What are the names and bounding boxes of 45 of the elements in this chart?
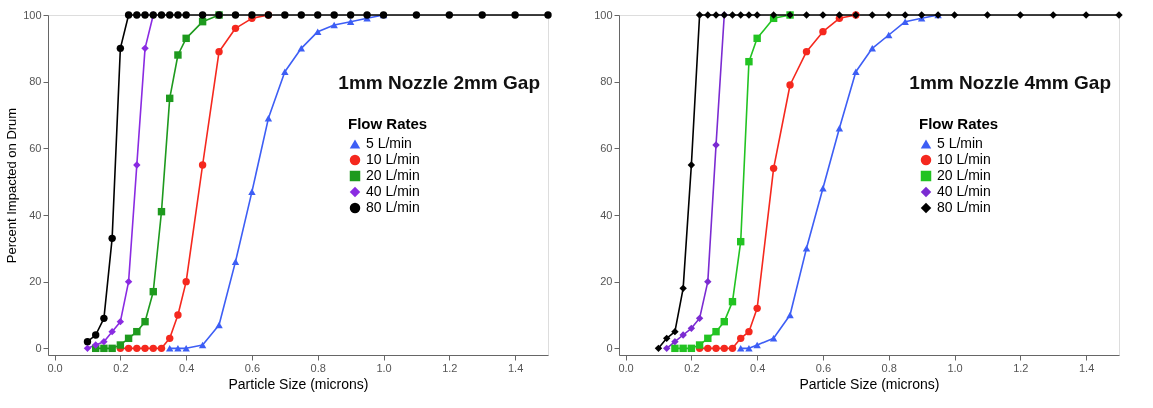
x-tick-label: 1.4 xyxy=(1078,361,1095,374)
legend-title: Flow Rates xyxy=(348,115,428,132)
text: 1mm Nozzle 4mm Gap xyxy=(909,72,1111,93)
y-tick-label: 20 xyxy=(600,275,613,288)
legend-label: 20 L/min xyxy=(937,167,991,183)
y-tick-label: 40 xyxy=(29,208,42,221)
legend-label: 10 L/min xyxy=(366,151,420,167)
x-tick-label: 1.4 xyxy=(507,361,524,374)
legend-label: 5 L/min xyxy=(366,135,412,151)
x-tick-label: 1.2 xyxy=(442,361,458,374)
y-tick-label: 60 xyxy=(29,141,42,154)
y-tick-label: 100 xyxy=(594,8,613,21)
x-tick-label: 0.6 xyxy=(815,361,832,374)
x-tick-label: 0.0 xyxy=(618,361,634,374)
legend-label: 80 L/min xyxy=(937,199,991,215)
y-tick-label: 80 xyxy=(29,75,42,88)
x-tick-label: 0.2 xyxy=(113,361,129,374)
legend-label: 20 L/min xyxy=(366,167,420,183)
x-tick-label: 0.8 xyxy=(881,361,897,374)
legend-title: Flow Rates xyxy=(919,115,999,132)
legend-label: 10 L/min xyxy=(937,151,991,167)
y-tick-label: 60 xyxy=(600,141,613,154)
y-tick-label: 40 xyxy=(600,208,613,221)
x-axis-title: Particle Size (microns) xyxy=(799,375,940,392)
y-tick-label: 100 xyxy=(23,8,42,21)
x-tick-label: 0.8 xyxy=(310,361,326,374)
x-tick-label: 1.2 xyxy=(1013,361,1029,374)
y-tick-label: 0 xyxy=(606,341,613,354)
legend-label: 80 L/min xyxy=(366,199,420,215)
x-tick-label: 0.0 xyxy=(47,361,63,374)
x-tick-label: 0.4 xyxy=(750,361,766,374)
y-axis-title: Percent Impacted on Drum xyxy=(4,107,20,264)
y-tick-label: 80 xyxy=(600,75,613,88)
x-tick-label: 0.4 xyxy=(179,361,195,374)
y-tick-label: 0 xyxy=(35,341,42,354)
y-tick-label: 20 xyxy=(29,275,42,288)
legend-label: 40 L/min xyxy=(366,183,420,199)
text: 1mm Nozzle 2mm Gap xyxy=(338,72,540,93)
x-axis-title: Particle Size (microns) xyxy=(228,375,369,392)
x-tick-label: 1.0 xyxy=(376,361,392,374)
x-tick-label: 0.6 xyxy=(244,361,261,374)
x-tick-label: 1.0 xyxy=(947,361,963,374)
legend-label: 40 L/min xyxy=(937,183,991,199)
legend-label: 5 L/min xyxy=(937,135,983,151)
x-tick-label: 0.2 xyxy=(684,361,700,374)
